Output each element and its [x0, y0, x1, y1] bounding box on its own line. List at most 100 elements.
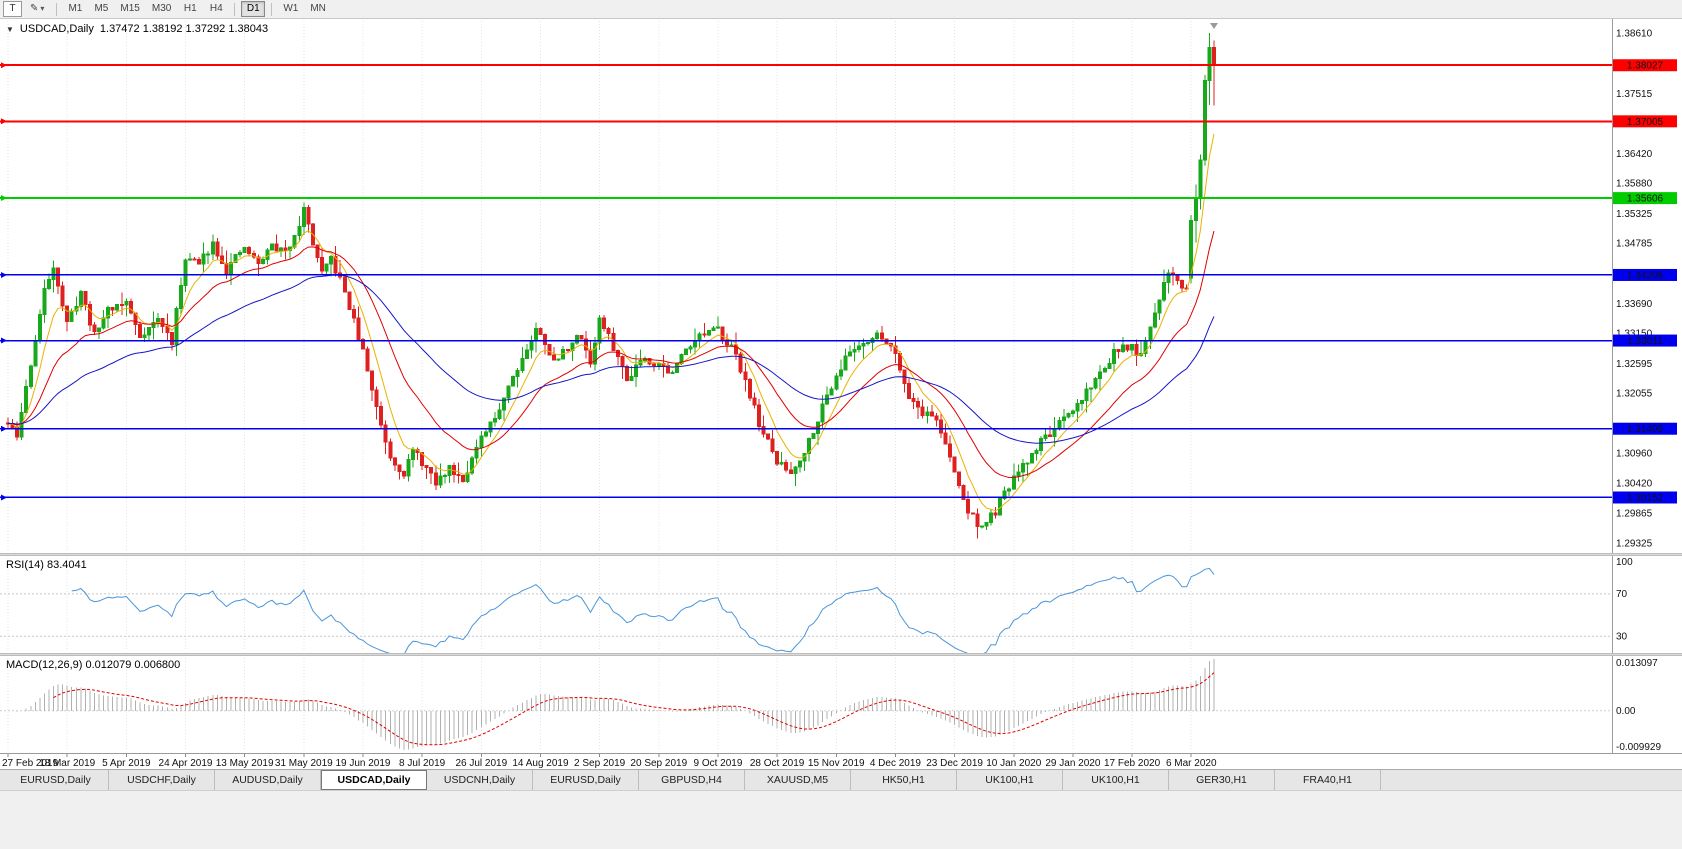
svg-text:2 Sep 2019: 2 Sep 2019	[574, 758, 626, 769]
svg-text:1.29325: 1.29325	[1616, 538, 1653, 549]
price-badge	[1613, 192, 1677, 205]
timeframe-m30-button[interactable]: M30	[147, 1, 176, 17]
chart-tab-usdcnh-daily[interactable]: USDCNH,Daily	[427, 770, 533, 790]
chart-tab-usdcad-daily[interactable]: USDCAD,Daily	[321, 770, 427, 790]
line-anchor-marker	[1, 62, 7, 69]
rsi-line	[71, 567, 1215, 653]
panel-splitter[interactable]	[0, 553, 1682, 556]
candles-layer	[6, 33, 1216, 539]
price-badge	[1613, 59, 1677, 72]
svg-text:9 Oct 2019: 9 Oct 2019	[693, 758, 742, 769]
chart-tab-xauusd-m5[interactable]: XAUUSD,M5	[745, 770, 851, 790]
svg-text:1.32595: 1.32595	[1616, 359, 1653, 370]
price-badge	[1613, 115, 1677, 128]
horizontal-lines	[0, 62, 1612, 501]
svg-text:1.35606: 1.35606	[1627, 194, 1664, 205]
svg-text:1.33690: 1.33690	[1616, 299, 1653, 310]
pen-icon: ✎	[30, 3, 39, 14]
line-anchor-marker	[1, 494, 7, 501]
chart-tab-uk100-h1-2[interactable]: UK100,H1	[1063, 770, 1169, 790]
main-chart-panel: ▼ USDCAD,Daily 1.37472 1.38192 1.37292 1…	[0, 19, 1682, 553]
timeframe-m15-button[interactable]: M15	[115, 1, 144, 17]
timeframe-w1-button[interactable]: W1	[278, 1, 303, 17]
ma-slow-line	[7, 274, 1215, 444]
chart-tab-bar: EURUSD,Daily USDCHF,Daily AUDUSD,Daily U…	[0, 769, 1682, 790]
macd-signal-line	[53, 672, 1215, 746]
svg-text:1.30960: 1.30960	[1616, 449, 1653, 460]
line-anchor-marker	[1, 195, 7, 202]
timeframe-mn-button[interactable]: MN	[305, 1, 331, 17]
svg-text:1.35325: 1.35325	[1616, 209, 1653, 220]
macd-chart-canvas[interactable]: 0.013097 0.00 -0.009929	[0, 656, 1682, 753]
chart-shift-marker	[1210, 23, 1218, 29]
svg-text:1.35880: 1.35880	[1616, 179, 1653, 190]
svg-text:1.33011: 1.33011	[1627, 336, 1663, 347]
chart-tab-eurusd-daily-2[interactable]: EURUSD,Daily	[533, 770, 639, 790]
timeframe-h4-button[interactable]: H4	[204, 1, 228, 17]
price-axis: 1.38610 1.37515 1.36420 1.35880 1.35325 1.347…	[1613, 29, 1677, 549]
timeframe-m5-button[interactable]: M5	[89, 1, 113, 17]
svg-text:15 Nov 2019: 15 Nov 2019	[808, 758, 865, 769]
ma-fast-line	[7, 133, 1215, 512]
toolbar-separator	[234, 2, 236, 16]
timeframe-d1-button[interactable]: D1	[241, 1, 266, 17]
svg-text:18 Mar 2019: 18 Mar 2019	[39, 758, 96, 769]
svg-text:4 Dec 2019: 4 Dec 2019	[870, 758, 922, 769]
svg-text:1.38610: 1.38610	[1616, 29, 1653, 40]
svg-text:0.013097: 0.013097	[1616, 658, 1658, 669]
svg-text:20 Sep 2019: 20 Sep 2019	[630, 758, 687, 769]
svg-text:26 Jul 2019: 26 Jul 2019	[455, 758, 507, 769]
timeframe-m1-button[interactable]: M1	[63, 1, 87, 17]
line-anchor-marker	[1, 118, 7, 125]
status-area	[0, 790, 1682, 849]
line-anchor-marker	[1, 425, 7, 432]
macd-panel: MACD(12,26,9) 0.012079 0.006800 0.013097…	[0, 656, 1682, 753]
timeframe-h1-button[interactable]: H1	[178, 1, 202, 17]
svg-text:17 Feb 2020: 17 Feb 2020	[1104, 758, 1161, 769]
svg-text:1.29865: 1.29865	[1616, 509, 1653, 520]
chart-tab-ger30-h1[interactable]: GER30,H1	[1169, 770, 1275, 790]
chart-tab-uk100-h1-1[interactable]: UK100,H1	[957, 770, 1063, 790]
svg-text:6 Mar 2020: 6 Mar 2020	[1166, 758, 1217, 769]
svg-text:1.34785: 1.34785	[1616, 239, 1653, 250]
price-badge	[1613, 422, 1677, 435]
grid-lines	[7, 658, 1192, 751]
main-chart-canvas[interactable]: 1.38610 1.37515 1.36420 1.35880 1.35325 1.347…	[0, 19, 1682, 553]
svg-text:8 Jul 2019: 8 Jul 2019	[399, 758, 446, 769]
svg-text:13 May 2019: 13 May 2019	[216, 758, 274, 769]
chart-tab-fra40-h1[interactable]: FRA40,H1	[1275, 770, 1381, 790]
svg-text:5 Apr 2019: 5 Apr 2019	[102, 758, 151, 769]
svg-text:14 Aug 2019: 14 Aug 2019	[512, 758, 569, 769]
svg-text:70: 70	[1616, 589, 1628, 600]
drawing-tools-dropdown[interactable]: ✎ ▾	[24, 1, 50, 17]
svg-text:1.31405: 1.31405	[1627, 424, 1664, 435]
ma-medium-line	[7, 230, 1215, 479]
svg-text:28 Oct 2019: 28 Oct 2019	[750, 758, 805, 769]
templates-button[interactable]: T	[3, 1, 22, 17]
svg-text:1.38027: 1.38027	[1627, 61, 1664, 72]
line-anchor-marker	[1, 337, 7, 344]
svg-text:19 Jun 2019: 19 Jun 2019	[335, 758, 390, 769]
chart-tab-gbpusd-h4[interactable]: GBPUSD,H4	[639, 770, 745, 790]
svg-text:-0.009929: -0.009929	[1616, 742, 1661, 753]
svg-text:0.00: 0.00	[1616, 706, 1636, 717]
svg-text:1.37005: 1.37005	[1627, 117, 1664, 128]
date-axis[interactable]: 27 Feb 2019 18 Mar 2019 5 Apr 2019 24 Apr 2…	[0, 753, 1682, 769]
macd-histogram	[16, 659, 1215, 750]
panel-splitter[interactable]	[0, 653, 1682, 656]
svg-text:23 Dec 2019: 23 Dec 2019	[926, 758, 983, 769]
chart-tab-audusd-daily[interactable]: AUDUSD,Daily	[215, 770, 321, 790]
svg-text:10 Jan 2020: 10 Jan 2020	[986, 758, 1041, 769]
svg-text:31 May 2019: 31 May 2019	[275, 758, 333, 769]
chart-tab-eurusd-daily-1[interactable]: EURUSD,Daily	[3, 770, 109, 790]
chart-tab-usdchf-daily[interactable]: USDCHF,Daily	[109, 770, 215, 790]
chart-tab-hk50-h1[interactable]: HK50,H1	[851, 770, 957, 790]
chevron-down-icon: ▾	[40, 4, 45, 13]
svg-text:24 Apr 2019: 24 Apr 2019	[159, 758, 213, 769]
price-badge	[1613, 334, 1677, 347]
price-badge	[1613, 268, 1677, 281]
svg-text:1.36420: 1.36420	[1616, 149, 1653, 160]
rsi-chart-canvas[interactable]: 100 70 30	[0, 556, 1682, 653]
